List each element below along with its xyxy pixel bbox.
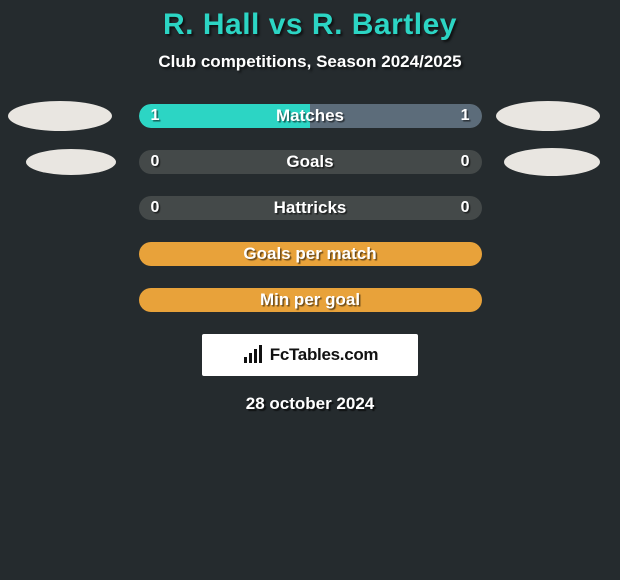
comparison-card: R. Hall vs R. Bartley Club competitions,… — [0, 0, 620, 414]
stat-value-right: 0 — [461, 153, 470, 171]
stat-value-right: 0 — [461, 199, 470, 217]
stat-row: 0 0 Hattricks — [0, 196, 620, 220]
stat-row: Min per goal — [0, 288, 620, 312]
stat-label: Goals per match — [243, 244, 376, 264]
stat-label: Goals — [286, 152, 333, 172]
stat-row: Goals per match — [0, 242, 620, 266]
stat-label: Min per goal — [260, 290, 360, 310]
team-crest-left — [26, 149, 116, 175]
stat-value-right: 1 — [461, 107, 470, 125]
stat-value-left: 0 — [151, 153, 160, 171]
page-title: R. Hall vs R. Bartley — [163, 8, 457, 42]
stat-bar: 1 1 Matches — [139, 104, 482, 128]
stat-value-left: 1 — [151, 107, 160, 125]
bar-chart-icon — [242, 345, 264, 365]
stat-label: Hattricks — [274, 198, 347, 218]
date-stamp: 28 october 2024 — [246, 394, 375, 414]
stat-value-left: 0 — [151, 199, 160, 217]
team-crest-right — [504, 148, 600, 176]
stat-bar: Goals per match — [139, 242, 482, 266]
source-badge[interactable]: FcTables.com — [202, 334, 418, 376]
team-crest-right — [496, 101, 600, 131]
stat-bar: Min per goal — [139, 288, 482, 312]
stat-bar: 0 0 Goals — [139, 150, 482, 174]
stat-bar: 0 0 Hattricks — [139, 196, 482, 220]
stat-label: Matches — [276, 106, 344, 126]
subtitle: Club competitions, Season 2024/2025 — [158, 52, 461, 72]
badge-text: FcTables.com — [270, 345, 379, 365]
stat-rows: 1 1 Matches 0 0 Goals 0 0 Hattricks Goals per mat… — [0, 104, 620, 312]
team-crest-left — [8, 101, 112, 131]
